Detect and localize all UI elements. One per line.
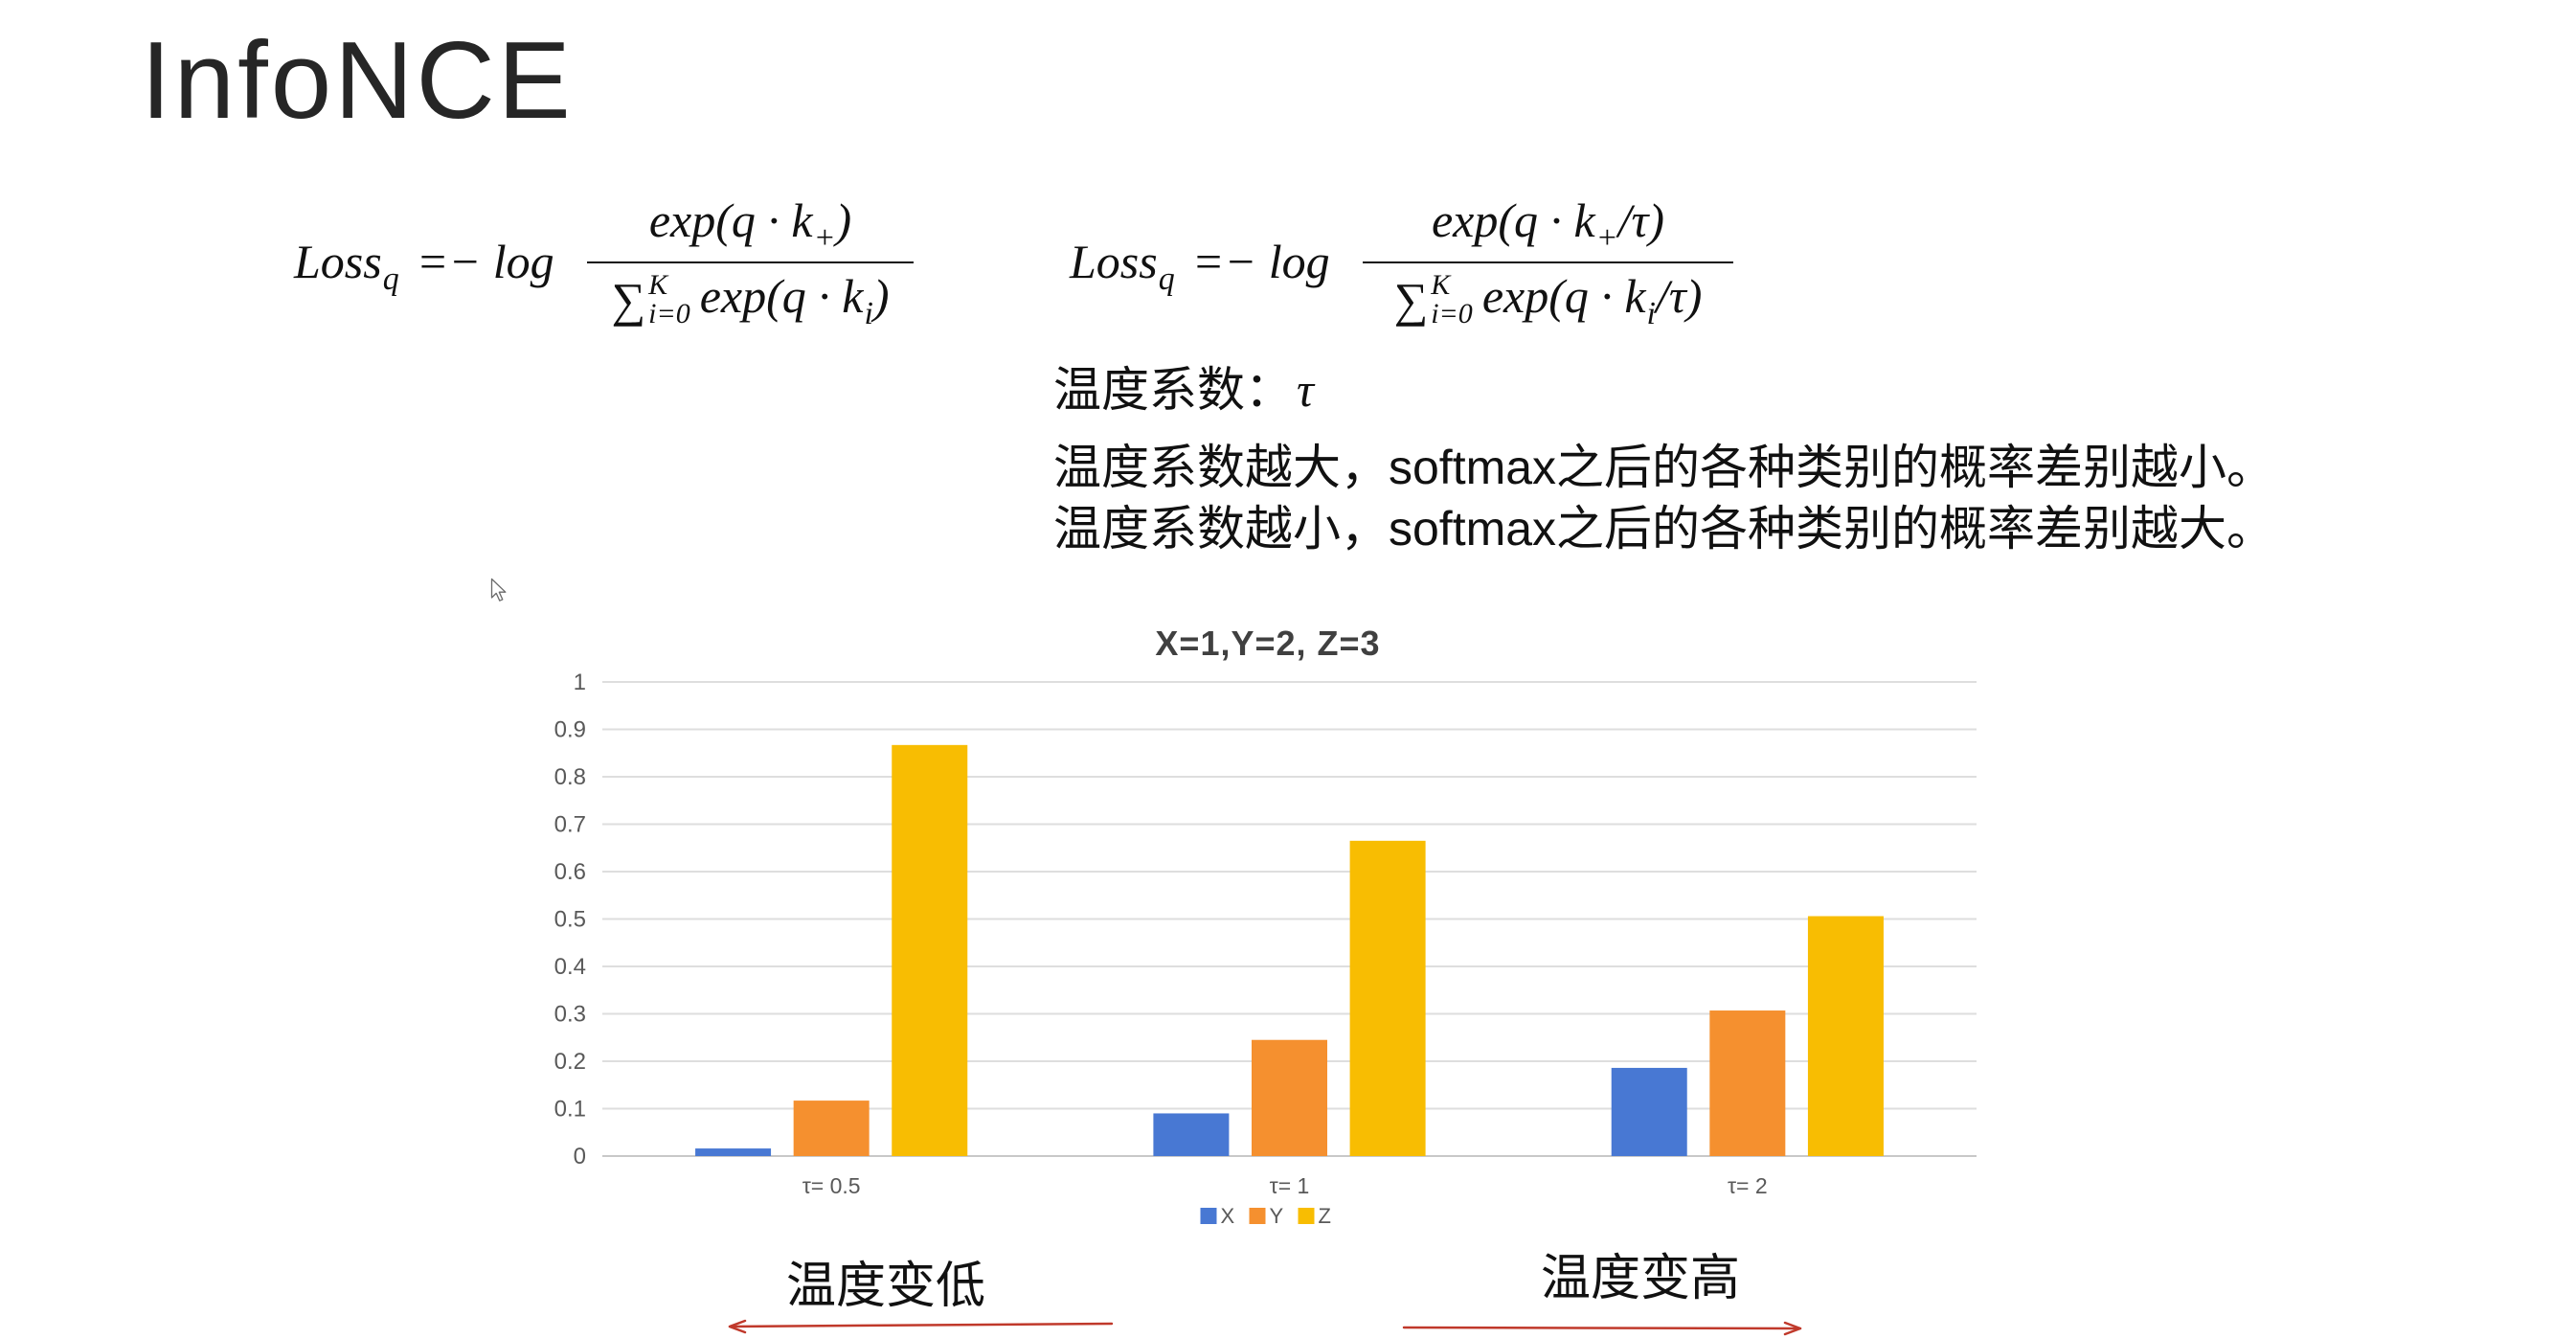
legend-swatch-z xyxy=(1298,1208,1315,1224)
legend-swatch-x xyxy=(1200,1208,1217,1224)
legend-label-z: Z xyxy=(1319,1204,1331,1228)
positive-key-subscript: + xyxy=(1595,220,1618,256)
note-low-temperature: 温度系数越小，softmax之后的各种类别的概率差别越大。 xyxy=(1053,502,2275,556)
bar-y-2 xyxy=(1252,1039,1327,1156)
bar-x-1 xyxy=(695,1148,772,1156)
mouse-pointer-icon xyxy=(490,578,507,601)
summation-symbol: ∑ xyxy=(1393,272,1429,327)
summation-lower-limit: i=0 xyxy=(1431,297,1473,329)
y-tick-label: 0.5 xyxy=(554,907,586,933)
fraction-numerator: exp(q · k + ) xyxy=(644,192,857,261)
y-tick-label: 0.7 xyxy=(554,812,586,838)
equals-negative-log: =− log xyxy=(416,235,554,288)
temperature-coefficient-line: 温度系数：τ xyxy=(1053,359,1314,420)
denominator-text: exp(q · k xyxy=(1481,269,1646,323)
equals-negative-log: =− log xyxy=(1191,235,1330,288)
bar-y-1 xyxy=(793,1101,870,1156)
bar-y-3 xyxy=(1709,1010,1786,1156)
numerator-text: exp(q · k xyxy=(1431,193,1595,247)
summation-symbol: ∑ xyxy=(611,272,646,327)
positive-key-subscript: + xyxy=(813,220,836,256)
denominator-body: exp(q · k i /τ) xyxy=(1482,267,1703,331)
numerator-text: exp(q · k xyxy=(648,193,813,247)
legend-label-y: Y xyxy=(1270,1204,1284,1228)
fraction-denominator: ∑ K i=0 exp(q · k i /τ) xyxy=(1363,261,1733,331)
temperature-increase-label: 温度变高 xyxy=(1541,1251,1741,1306)
loss-symbol: Loss xyxy=(294,235,382,288)
tau-symbol: τ xyxy=(1297,363,1314,417)
y-tick-label: 0.9 xyxy=(554,717,586,743)
bar-z-3 xyxy=(1807,916,1884,1156)
summation-limits: K i=0 xyxy=(648,268,690,329)
y-tick-label: 0.6 xyxy=(554,859,586,885)
y-tick-label: 0.4 xyxy=(554,954,586,980)
key-index-subscript: i xyxy=(1646,296,1656,331)
y-tick-label: 0.3 xyxy=(554,1002,586,1028)
right-arrow-icon xyxy=(1402,1321,1802,1336)
bar-x-3 xyxy=(1611,1067,1687,1156)
formula-lhs: Loss q =− log xyxy=(294,234,587,297)
key-index-subscript: i xyxy=(864,296,873,331)
annotation-arrows xyxy=(728,1319,1802,1336)
legend-label-x: X xyxy=(1221,1204,1235,1228)
formula-fraction: exp(q · k + /τ) ∑ K i=0 exp(q · k i /τ) xyxy=(1363,192,1733,331)
temperature-decrease-label: 温度变低 xyxy=(786,1259,986,1314)
bar-z-2 xyxy=(1349,840,1426,1156)
y-tick-label: 0.8 xyxy=(554,764,586,790)
numerator-close: ) xyxy=(835,193,852,247)
legend-swatch-y xyxy=(1249,1208,1266,1224)
bar-x-2 xyxy=(1153,1113,1230,1156)
x-category-label: τ= 1 xyxy=(1270,1173,1310,1198)
x-category-label: τ= 2 xyxy=(1728,1173,1768,1198)
denominator-body: exp(q · k i ) xyxy=(700,267,890,331)
slide-title: InfoNCE xyxy=(141,20,574,142)
loss-symbol: Loss xyxy=(1070,235,1158,288)
note-high-temperature: 温度系数越大，softmax之后的各种类别的概率差别越小。 xyxy=(1053,441,2275,494)
summation-upper-limit: K xyxy=(1431,268,1451,301)
fraction-denominator: ∑ K i=0 exp(q · k i ) xyxy=(587,261,914,331)
y-tick-label: 0.2 xyxy=(554,1049,586,1075)
formula-lhs: Loss q =− log xyxy=(1070,234,1363,297)
formula-fraction: exp(q · k + ) ∑ K i=0 exp(q · k i ) xyxy=(587,192,914,331)
denominator-close: ) xyxy=(872,269,890,323)
denominator-close: /τ) xyxy=(1656,269,1703,323)
y-tick-label: 0.1 xyxy=(554,1097,586,1123)
summation-lower-limit: i=0 xyxy=(648,297,690,329)
infonce-temperature-loss-formula: Loss q =− log exp(q · k + /τ) ∑ K i=0 ex… xyxy=(1070,192,1733,331)
bar-z-1 xyxy=(892,744,968,1156)
numerator-close: /τ) xyxy=(1617,193,1665,247)
fraction-numerator: exp(q · k + /τ) xyxy=(1426,192,1670,261)
infonce-loss-formula: Loss q =− log exp(q · k + ) ∑ K i=0 exp(… xyxy=(294,192,914,331)
y-tick-label: 0 xyxy=(574,1144,586,1169)
x-category-label: τ= 0.5 xyxy=(802,1173,861,1198)
left-arrow-icon xyxy=(728,1319,1114,1334)
loss-subscript: q xyxy=(1158,261,1175,297)
chart-title: X=1,Y=2, Z=3 xyxy=(1155,624,1381,663)
loss-subscript: q xyxy=(382,261,399,297)
temperature-label: 温度系数： xyxy=(1053,363,1293,417)
summation-upper-limit: K xyxy=(648,268,668,301)
denominator-text: exp(q · k xyxy=(699,269,864,323)
y-tick-label: 1 xyxy=(574,670,586,695)
summation-limits: K i=0 xyxy=(1431,268,1473,329)
softmax-temperature-bar-chart: 0 0.1 0.2 0.3 0.4 0.5 0.6 0.7 0.8 0.9 1 τ= 0.5 τ= 1 τ… xyxy=(554,670,1977,1228)
